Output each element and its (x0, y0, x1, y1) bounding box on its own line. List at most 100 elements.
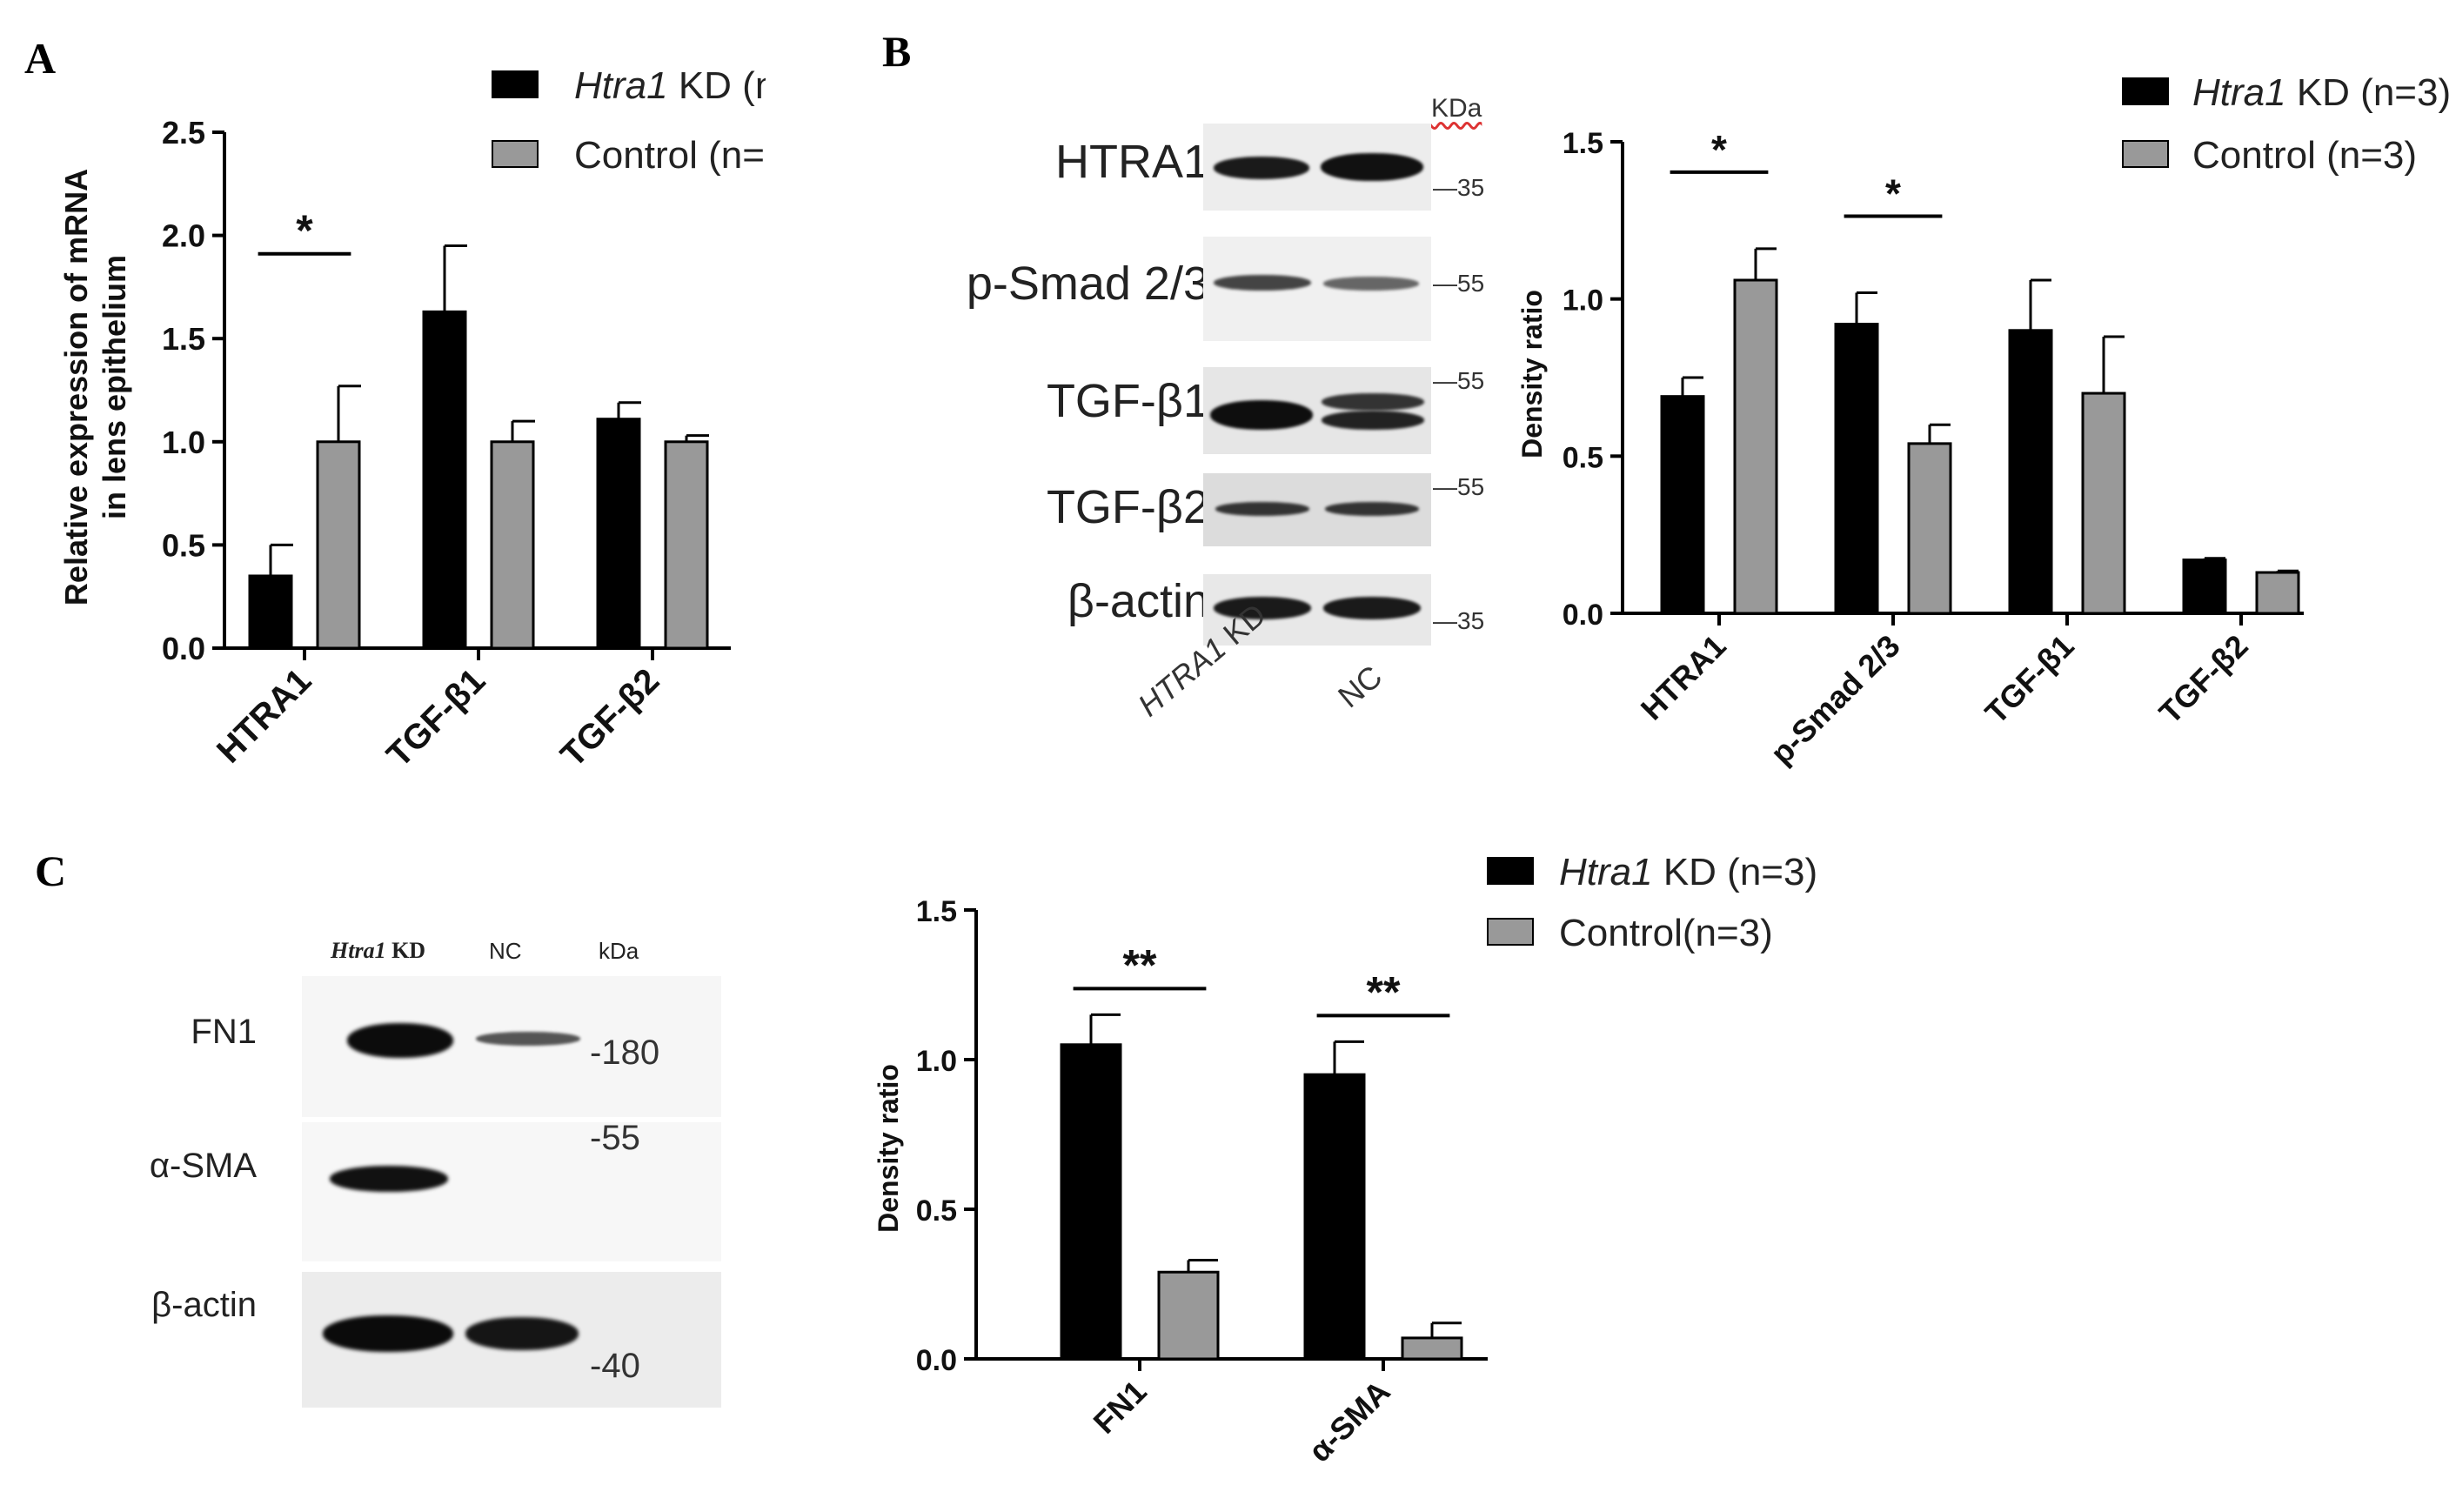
blot-b-row-label: TGF-β2 (1046, 481, 1209, 533)
y-tick-label: 0.5 (916, 1194, 957, 1228)
chart-b-ylabel: Density ratio (1516, 290, 1548, 458)
band (1214, 597, 1311, 619)
bar (664, 440, 709, 650)
band (1214, 157, 1309, 179)
y-tick-label: 1.5 (162, 321, 205, 357)
legend-label-control: Control(n=3) (1559, 912, 1773, 954)
band (465, 1317, 579, 1350)
x-tick-label: HTRA1 (1634, 628, 1733, 727)
blot-c-row-label: β-actin (151, 1286, 257, 1324)
bar (596, 418, 641, 650)
band (1214, 275, 1311, 291)
y-tick-label: 0.5 (162, 527, 205, 563)
bar (1834, 323, 1879, 615)
legend-swatch-kd (2122, 77, 2169, 105)
bar (1303, 1073, 1366, 1361)
bar (1907, 442, 1952, 615)
blot-c-lane-label-kd: Htra1 KD (331, 938, 426, 963)
blot-c-marker: -55 (590, 1119, 640, 1157)
bar (1060, 1043, 1122, 1361)
blot-c-kda-label: kDa (599, 938, 639, 964)
bar (2182, 559, 2227, 615)
bar (1401, 1336, 1463, 1361)
band (1210, 400, 1313, 430)
bar (2081, 391, 2126, 615)
blot-c-strip-bactin (302, 1272, 721, 1408)
significance-mark: * (1885, 171, 1901, 216)
y-tick-label: 1.5 (916, 895, 957, 928)
band (1322, 393, 1424, 411)
chart-c: Htra1 KD (n=3) Control(n=3) Density rati… (873, 851, 1817, 1469)
legend-swatch-control (2122, 140, 2169, 168)
blot-b-strip-bactin (1203, 574, 1431, 646)
blot-c-row-label: α-SMA (149, 1147, 257, 1185)
blot-b-row-label: TGF-β1 (1046, 375, 1209, 427)
blot-b-strip-htra1 (1203, 124, 1431, 211)
y-tick-label: 1.5 (1563, 127, 1603, 160)
band (323, 1315, 453, 1352)
y-tick-label: 1.0 (1563, 284, 1603, 318)
blot-b-marker: —55 (1433, 473, 1485, 500)
bar (1157, 1270, 1220, 1361)
band (1323, 597, 1421, 619)
legend-swatch-control (1487, 918, 1534, 946)
y-tick-label: 1.0 (162, 425, 205, 460)
y-tick-label: 2.5 (162, 115, 205, 151)
chart-a-plot: 0.0 0.5 1.0 1.5 2.0 2.5 HTRA1 TGF-β1 TGF-β2 * (162, 115, 731, 774)
panel-letter-c: C (35, 846, 67, 895)
blot-b-marker: —35 (1433, 607, 1485, 634)
band (1322, 411, 1424, 430)
x-tick-label: TGF-β2 (553, 661, 666, 774)
blot-c-strip-fn1 (302, 976, 721, 1117)
blot-b-row-label: β-actin (1067, 575, 1209, 627)
significance-mark: ** (1123, 940, 1157, 989)
chart-c-legend: Htra1 KD (n=3) Control(n=3) (1487, 851, 1817, 954)
bar (316, 440, 361, 650)
legend-label-control: Control (n=3) (574, 134, 766, 177)
bar (1660, 395, 1705, 615)
significance-mark: * (296, 206, 313, 255)
chart-b-plot: 0.0 0.5 1.0 1.5 HTRA1 p-Smad 2/3 TGF-β1 TGF-β2 *… (1563, 127, 2304, 771)
legend-label-kd: Htra1 KD (n=3) (1559, 851, 1817, 893)
legend-swatch-control (492, 140, 539, 168)
bar (248, 574, 293, 650)
band (1323, 277, 1419, 291)
band (347, 1023, 453, 1058)
blot-b-lane-label-nc: NC (1331, 658, 1389, 715)
legend-label-kd: Htra1 KD (n=3) (2192, 71, 2451, 114)
y-tick-label: 2.0 (162, 218, 205, 254)
panel-letter-b: B (882, 27, 912, 76)
band (1321, 153, 1423, 181)
chart-b: Htra1 KD (n=3) Control (n=3) Density rat… (1516, 71, 2451, 771)
y-tick-label: 1.0 (916, 1045, 957, 1078)
bar (2255, 571, 2300, 615)
x-tick-label: TGF-β2 (2152, 628, 2255, 731)
chart-a: Htra1 KD (n=3) Control (n=3) Relative ex… (58, 64, 766, 774)
legend-label-control: Control (n=3) (2192, 134, 2417, 177)
blot-b-marker: —55 (1433, 367, 1485, 394)
blot-c-marker: -180 (590, 1034, 660, 1072)
bar (1733, 278, 1778, 615)
y-tick-label: 0.0 (916, 1344, 957, 1377)
legend-label-kd: Htra1 KD (n=3) (574, 64, 766, 107)
y-tick-label: 0.0 (1563, 599, 1603, 632)
legend-swatch-kd (492, 70, 539, 98)
y-tick-label: 0.5 (1563, 441, 1603, 474)
bar (2008, 329, 2053, 615)
chart-b-legend: Htra1 KD (n=3) Control (n=3) (2122, 71, 2451, 177)
blot-b-row-label: HTRA1 (1054, 136, 1209, 188)
band (1325, 502, 1419, 516)
y-tick-label: 0.0 (162, 631, 205, 666)
blot-c: Htra1 KD NC kDa FN1 -180 α-SMA -55 β-act… (130, 922, 739, 1409)
band (330, 1166, 448, 1192)
blot-c-marker: -40 (590, 1347, 640, 1385)
bar (422, 310, 467, 650)
bar (490, 440, 535, 650)
chart-c-ylabel: Density ratio (873, 1064, 904, 1233)
blot-b-kda-label: KDa (1431, 94, 1482, 123)
blot-b-strip-psmad (1203, 237, 1431, 341)
blot-b-strip-tgfb1 (1203, 367, 1431, 454)
band (476, 1032, 580, 1046)
chart-c-plot: 0.0 0.5 1.0 1.5 FN1 α-SMA ** ** (916, 895, 1488, 1469)
significance-mark: ** (1367, 967, 1401, 1016)
